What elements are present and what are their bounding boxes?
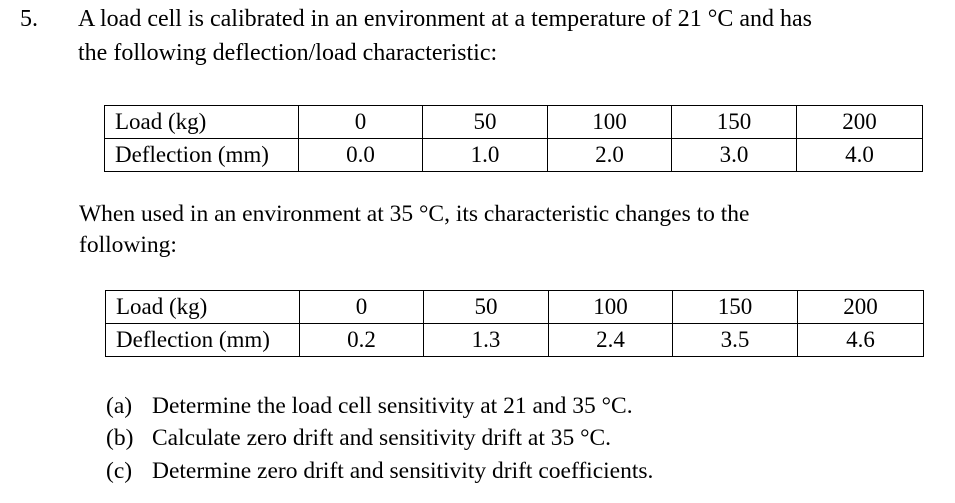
table-cell: 200 <box>796 105 923 139</box>
paragraph-line-1: When used in an environment at 35 °C, it… <box>79 201 750 227</box>
question-intro-line-1: A load cell is calibrated in an environm… <box>78 6 813 32</box>
table-cell: 150 <box>672 290 798 324</box>
table-cell: 2.4 <box>548 323 673 357</box>
table-cell: 100 <box>547 105 672 139</box>
table-cell: 4.0 <box>796 138 923 172</box>
paragraph-line-2: following: <box>79 232 177 258</box>
table-cell: 50 <box>423 290 549 324</box>
table-cell: 100 <box>548 290 673 324</box>
table-row-deflection: Deflection (mm) 0.0 1.0 2.0 3.0 4.0 <box>104 138 923 172</box>
question-intro-line-2: the following deflection/load characteri… <box>78 40 498 66</box>
task-a: (a) Determine the load cell sensitivity a… <box>106 393 633 420</box>
task-text: Determine the load cell sensitivity at 2… <box>152 393 633 419</box>
table-cell: 0 <box>299 290 424 324</box>
table-cell: 1.3 <box>423 323 549 357</box>
task-letter: (a) <box>106 393 133 419</box>
task-text: Calculate zero drift and sensitivity dri… <box>152 425 612 451</box>
table-cell: 0.0 <box>298 138 423 172</box>
row-label-load: Load (kg) <box>104 105 299 139</box>
table-cell: 50 <box>422 105 548 139</box>
table-row-load: Load (kg) 0 50 100 150 200 <box>104 105 923 139</box>
task-text: Determine zero drift and sensitivity dri… <box>152 458 654 484</box>
characteristic-table-35c: Load (kg) 0 50 100 150 200 Deflection (m… <box>105 290 924 357</box>
table-row-deflection: Deflection (mm) 0.2 1.3 2.4 3.5 4.6 <box>105 323 924 357</box>
task-letter: (b) <box>106 425 134 451</box>
table-row-load: Load (kg) 0 50 100 150 200 <box>105 290 924 324</box>
table-cell: 3.5 <box>672 323 798 357</box>
table-cell: 4.6 <box>797 323 924 357</box>
row-label-load: Load (kg) <box>105 290 300 324</box>
table-cell: 200 <box>797 290 924 324</box>
task-b: (b) Calculate zero drift and sensitivity … <box>106 425 611 452</box>
table-cell: 0 <box>298 105 423 139</box>
row-label-deflection: Deflection (mm) <box>105 323 300 357</box>
task-c: (c) Determine zero drift and sensitivity … <box>106 458 653 485</box>
task-letter: (c) <box>106 458 133 484</box>
table-cell: 150 <box>671 105 797 139</box>
table-cell: 1.0 <box>422 138 548 172</box>
question-number: 5. <box>20 6 38 32</box>
table-cell: 0.2 <box>299 323 424 357</box>
table-cell: 3.0 <box>671 138 797 172</box>
row-label-deflection: Deflection (mm) <box>104 138 299 172</box>
table-cell: 2.0 <box>547 138 672 172</box>
calibration-table-21c: Load (kg) 0 50 100 150 200 Deflection (m… <box>104 105 923 172</box>
